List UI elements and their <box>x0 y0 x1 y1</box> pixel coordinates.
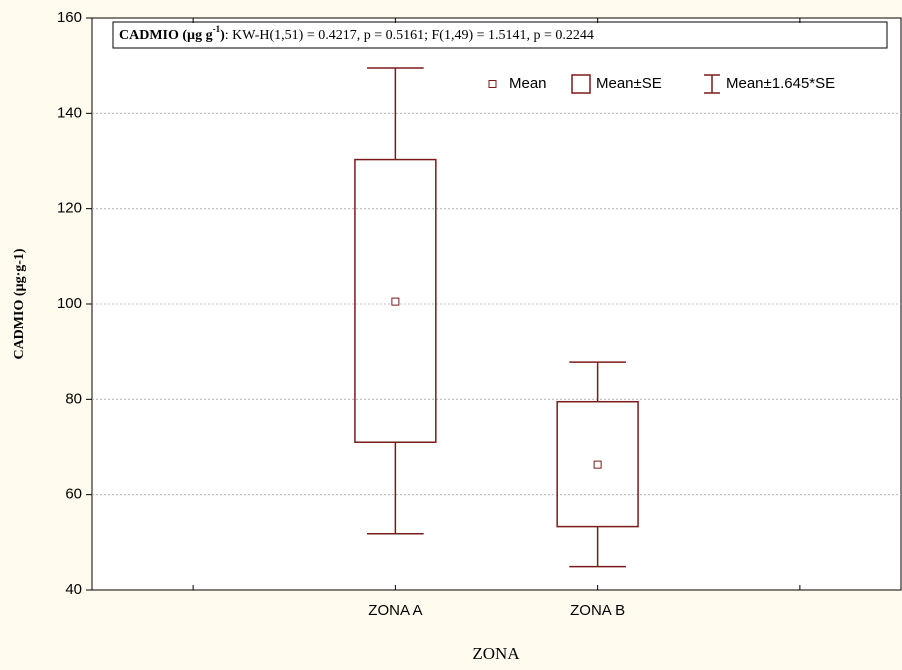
legend-se-icon <box>571 74 591 94</box>
y-tick-label: 60 <box>65 486 82 503</box>
chart-title: CADMIO (µg g-1): KW-H(1,51) = 0.4217, p … <box>119 24 594 43</box>
title-stats: : KW-H(1,51) = 0.4217, p = 0.5161; F(1,4… <box>225 28 594 43</box>
y-tick-label: 140 <box>57 104 82 121</box>
title-label: CADMIO (µg g <box>119 28 213 43</box>
x-tick-label: ZONA A <box>368 602 422 619</box>
y-tick-label: 40 <box>65 581 82 598</box>
legend-whisker-icon <box>704 74 720 94</box>
title-box <box>112 21 888 49</box>
y-tick-label: 120 <box>57 200 82 217</box>
legend-label: Mean <box>509 75 547 92</box>
legend-label: Mean±1.645*SE <box>726 75 835 92</box>
x-tick-label: ZONA B <box>570 602 625 619</box>
y-axis-title: CADMIO (µg·g-1) <box>12 248 27 359</box>
y-tick-label: 80 <box>65 390 82 407</box>
x-axis-title: ZONA <box>472 644 520 663</box>
mean-marker <box>391 297 400 306</box>
legend-label: Mean±SE <box>596 75 662 92</box>
title-label-end: ) <box>220 28 225 43</box>
y-tick-label: 160 <box>57 9 82 26</box>
se-box <box>354 158 437 443</box>
se-box <box>556 400 639 528</box>
mean-marker <box>593 460 602 469</box>
y-tick-label: 100 <box>57 295 82 312</box>
legend-mean-icon <box>488 80 497 88</box>
title-superscript: -1 <box>213 24 221 34</box>
